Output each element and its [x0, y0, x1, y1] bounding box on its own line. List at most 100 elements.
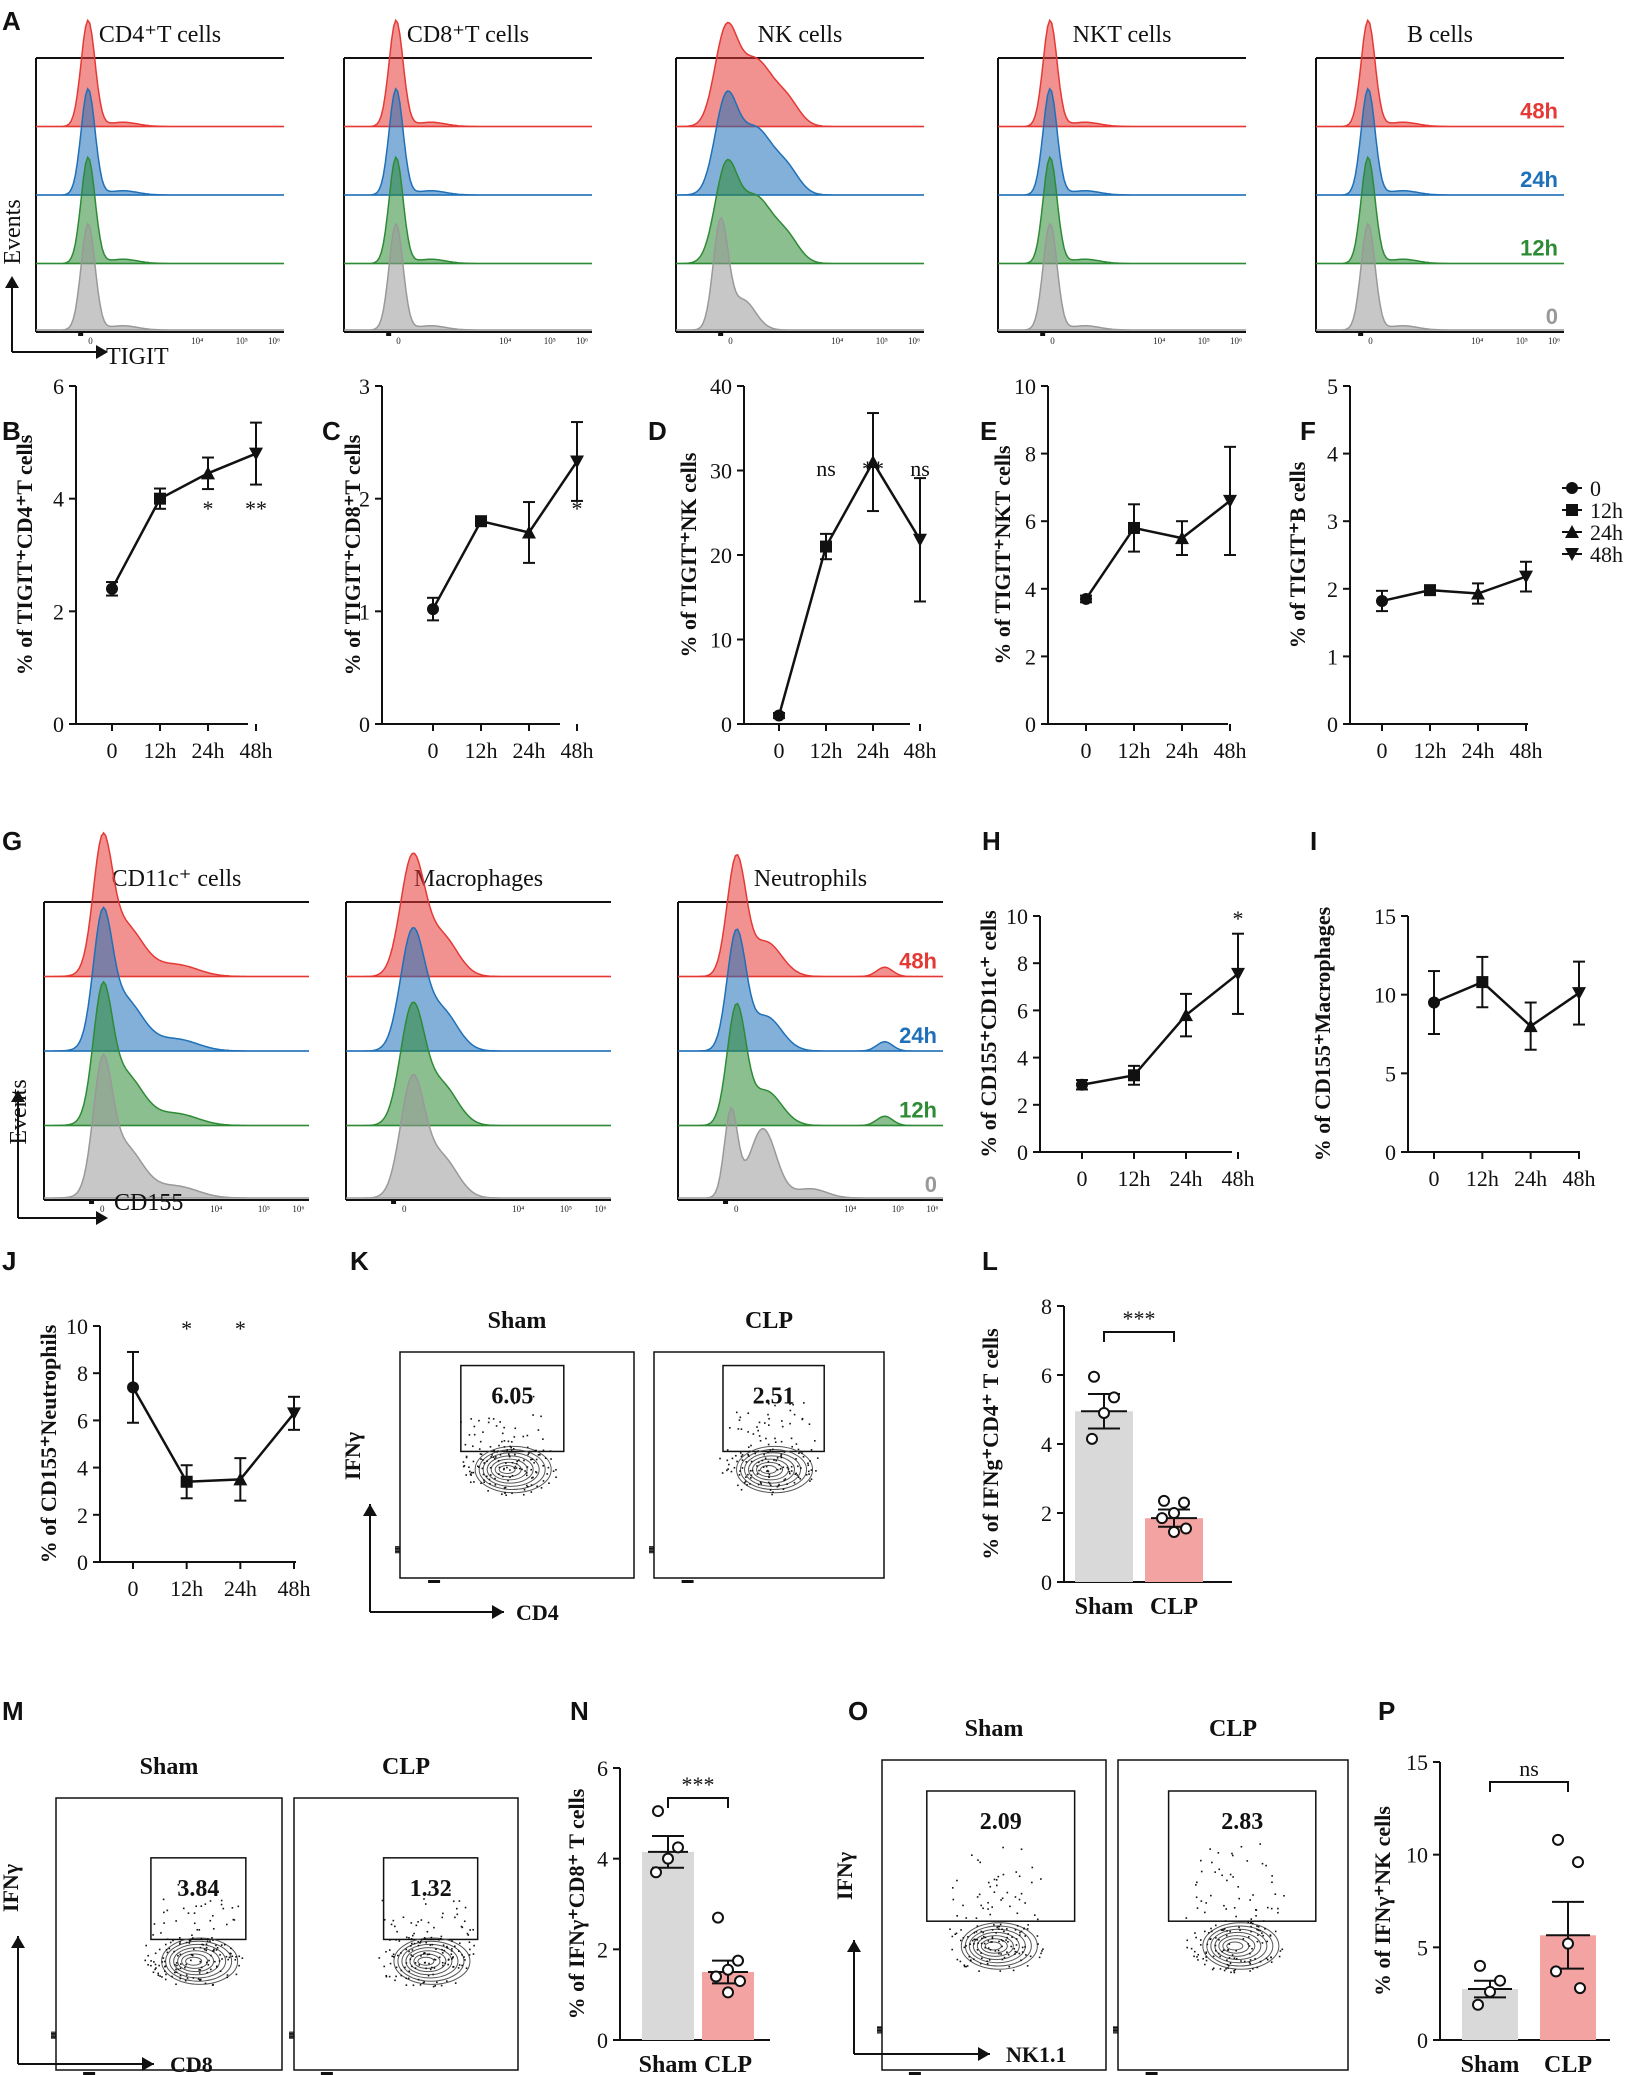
events-axis-arrow — [17, 1092, 100, 1219]
event-dot — [510, 1446, 513, 1449]
y-axis-title: % of CD155⁺Macrophages — [1310, 906, 1335, 1161]
event-dot — [515, 1462, 518, 1465]
event-dot — [478, 1419, 480, 1422]
event-dot — [426, 1953, 429, 1956]
x-tick-label: 0 — [107, 738, 118, 763]
event-dot — [509, 1476, 511, 1479]
y-tick-label: 0 — [1417, 2028, 1428, 2053]
event-dot — [388, 1975, 391, 1978]
event-dot — [477, 1465, 479, 1468]
event-dot — [952, 1898, 955, 1901]
contour-line — [482, 1452, 540, 1487]
event-dot — [1231, 1954, 1234, 1956]
event-dot — [1026, 1928, 1029, 1930]
event-dot — [413, 1932, 415, 1935]
event-dot — [523, 1488, 526, 1491]
event-dot — [797, 1476, 800, 1479]
event-dot — [510, 1441, 513, 1443]
event-dot — [454, 1945, 456, 1948]
event-dot — [956, 1958, 959, 1961]
event-dot — [726, 1469, 728, 1472]
event-dot — [468, 1941, 471, 1944]
event-dot — [792, 1403, 794, 1406]
event-dot — [1196, 1907, 1199, 1909]
event-dot — [233, 1919, 236, 1921]
x-tick-label: 48h — [278, 1576, 311, 1601]
panel-label: O — [848, 1696, 868, 1726]
event-dot — [418, 1964, 421, 1966]
y-axis-title: % of IFNγ⁺NK cells — [1370, 1806, 1395, 1996]
series-line — [1381, 575, 1527, 603]
event-dot — [1278, 1955, 1281, 1958]
event-dot — [535, 1471, 538, 1474]
event-dot — [218, 1960, 221, 1962]
event-dot — [1279, 1950, 1282, 1952]
event-dot — [192, 1937, 194, 1939]
event-dot — [513, 1467, 516, 1469]
y-arrowhead — [847, 1940, 861, 1952]
event-dot — [492, 1456, 495, 1458]
event-dot — [535, 1449, 537, 1452]
contour-line — [397, 1940, 465, 1982]
event-dot — [1205, 1952, 1207, 1954]
x-arrowhead — [492, 1605, 504, 1619]
event-dot — [1259, 1843, 1262, 1845]
event-dot — [408, 1950, 410, 1953]
event-dot — [495, 1456, 497, 1458]
event-dot — [210, 1954, 212, 1957]
axis-label-y: IFNγ — [340, 1432, 365, 1480]
event-dot — [175, 1983, 177, 1986]
event-dot — [428, 1962, 430, 1965]
event-dot — [402, 1916, 405, 1919]
bar-Sham — [642, 1851, 694, 2040]
event-dot — [758, 1421, 761, 1424]
y-tick-label: 2 — [1327, 577, 1338, 602]
event-dot — [1277, 1907, 1279, 1910]
histogram-curve-12h — [36, 155, 284, 265]
significance-label: * — [235, 1316, 246, 1341]
event-dot — [510, 1449, 513, 1452]
gate-percentage: 6.05 — [491, 1384, 533, 1410]
event-dot — [1193, 1950, 1196, 1953]
event-dot — [1252, 1968, 1254, 1970]
marker-circle — [427, 603, 439, 616]
contour-line — [474, 1445, 552, 1494]
event-dot — [802, 1456, 805, 1458]
event-dot — [1009, 1905, 1011, 1908]
event-dot — [499, 1421, 501, 1423]
event-dot — [210, 1968, 212, 1971]
event-dot — [488, 1417, 490, 1420]
event-dot — [1274, 1893, 1277, 1895]
event-dot — [427, 1921, 430, 1924]
event-dot — [956, 1915, 958, 1917]
event-dot — [427, 1893, 429, 1896]
panel-label: B — [2, 416, 21, 446]
event-dot — [527, 1453, 529, 1456]
event-dot — [998, 1952, 1000, 1955]
event-dot — [1255, 1914, 1257, 1917]
event-dot — [1005, 1939, 1007, 1941]
event-dot — [163, 1911, 165, 1914]
y-tick-label: 10 — [710, 628, 732, 653]
event-dot — [1205, 1956, 1207, 1958]
marker-square — [1424, 584, 1436, 597]
y-tick-label: 20 — [710, 543, 732, 568]
y-tick-label: 0 — [359, 712, 370, 737]
event-dot — [981, 1957, 983, 1960]
event-dot — [951, 1935, 954, 1938]
event-dot — [447, 1959, 450, 1961]
event-dot — [155, 1967, 157, 1969]
event-dot — [451, 1957, 454, 1959]
event-dot — [497, 1450, 499, 1452]
y-tick-label: 6 — [77, 1408, 88, 1433]
x-tick-label: 0 — [1077, 1166, 1088, 1191]
histogram-axis-tick: 0 — [88, 336, 93, 346]
event-dot — [1249, 1959, 1252, 1961]
event-dot — [487, 1490, 489, 1492]
event-dot — [775, 1459, 777, 1462]
significance-label: ** — [245, 496, 267, 521]
event-dot — [542, 1480, 545, 1482]
x-tick-label: CLP — [1544, 2052, 1592, 2075]
event-dot — [458, 1900, 461, 1902]
event-dot — [461, 1964, 463, 1967]
